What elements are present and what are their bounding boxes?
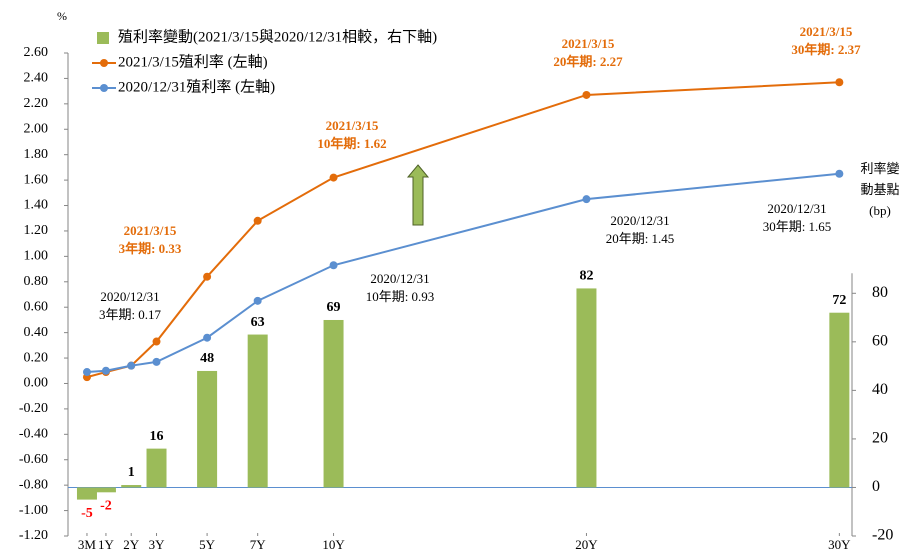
annotation: 2020/12/31 [370, 271, 429, 286]
left-unit: % [57, 9, 67, 23]
marker [101, 366, 110, 375]
bar-label: 1 [128, 465, 135, 480]
marker [253, 216, 262, 225]
annotation: 20年期: 2.27 [553, 54, 623, 69]
y-tick-label: -1.00 [19, 503, 48, 518]
x-tick-label: 30Y [828, 537, 851, 552]
annotation: 2020/12/31 [610, 213, 669, 228]
marker [82, 368, 91, 377]
annotation: 3年期: 0.33 [119, 241, 182, 256]
y-tick-label: 0.00 [24, 376, 49, 391]
legend-label: 2021/3/15殖利率 (左軸) [118, 53, 268, 70]
y2-tick-label: 60 [872, 333, 888, 350]
x-tick-label: 20Y [575, 537, 598, 552]
bar-label: 48 [200, 351, 214, 366]
annotation: 2020/12/31 [100, 289, 159, 304]
bar-label: 69 [327, 300, 341, 315]
x-tick-label: 7Y [250, 537, 267, 552]
bar-label: -2 [100, 499, 112, 514]
annotation: 20年期: 1.45 [606, 231, 675, 246]
marker [203, 333, 212, 342]
y-tick-label: 1.00 [24, 249, 49, 264]
y2-tick-label: 80 [872, 284, 888, 301]
marker [127, 361, 136, 370]
marker [152, 357, 161, 366]
y-tick-label: 2.20 [24, 96, 49, 111]
x-tick-label: 2Y [123, 537, 140, 552]
annotation: 30年期: 1.65 [763, 219, 832, 234]
bar-label: 72 [832, 293, 846, 308]
marker [835, 78, 844, 87]
marker [203, 272, 212, 281]
y-tick-label: -1.20 [19, 528, 48, 543]
bar [95, 487, 116, 493]
y-tick-label: 1.60 [24, 172, 49, 187]
y-tick-label: 2.60 [24, 45, 49, 60]
y-tick-label: 0.20 [24, 350, 49, 365]
bar [323, 319, 344, 488]
bar-label: 63 [251, 315, 265, 330]
bar [576, 288, 597, 488]
marker [582, 90, 591, 99]
y-tick-label: 0.60 [24, 299, 49, 314]
bar [121, 485, 142, 488]
x-tick-label: 5Y [199, 537, 216, 552]
x-tick-label: 10Y [322, 537, 345, 552]
annotation: 2021/3/15 [800, 24, 853, 39]
marker [329, 173, 338, 182]
y-tick-label: 1.20 [24, 223, 49, 238]
y-tick-label: 0.40 [24, 325, 49, 340]
bar [76, 487, 97, 500]
y-tick-label: 1.40 [24, 198, 49, 213]
y2-tick-label: 0 [872, 478, 880, 495]
y-tick-label: 1.80 [24, 147, 49, 162]
marker [329, 261, 338, 270]
legend-swatch [100, 59, 108, 67]
bar [197, 370, 218, 488]
annotation: 3年期: 0.17 [99, 307, 162, 322]
y2-tick-label: 40 [872, 381, 888, 398]
x-tick-label: 3M [78, 537, 97, 552]
y2-tick-label: -20 [872, 527, 893, 544]
y2-tick-label: 20 [872, 430, 888, 447]
bar [247, 334, 268, 488]
annotation: 2021/3/15 [124, 223, 177, 238]
x-tick-label: 3Y [149, 537, 166, 552]
y-tick-label: -0.80 [19, 477, 48, 492]
legend-label: 2020/12/31殖利率 (左軸) [118, 78, 275, 95]
marker [253, 296, 262, 305]
marker [152, 337, 161, 346]
bar-label: 16 [150, 429, 164, 444]
legend-swatch [97, 32, 109, 44]
bar-label: -5 [81, 506, 93, 521]
marker [835, 169, 844, 178]
right-axis-title: 利率變 [860, 161, 899, 176]
y-tick-label: -0.20 [19, 401, 48, 416]
right-axis-title: 動基點 [860, 182, 899, 197]
y-tick-label: 0.80 [24, 274, 49, 289]
annotation: 2021/3/15 [562, 36, 615, 51]
right-axis-title: (bp) [869, 203, 891, 218]
legend-swatch [100, 84, 108, 92]
annotation: 2020/12/31 [767, 201, 826, 216]
bar-label: 82 [579, 269, 593, 284]
y-tick-label: -0.40 [19, 427, 48, 442]
marker [582, 195, 591, 204]
up-arrow [406, 164, 430, 226]
annotation: 10年期: 0.93 [366, 289, 435, 304]
x-tick-label: 1Y [98, 537, 115, 552]
bar [146, 448, 167, 488]
legend-label: 殖利率變動(2021/3/15與2020/12/31相較，右下軸) [118, 27, 437, 45]
annotation: 2021/3/15 [326, 118, 379, 133]
annotation: 30年期: 2.37 [791, 42, 861, 57]
y-tick-label: 2.40 [24, 71, 49, 86]
y-tick-label: -0.60 [19, 452, 48, 467]
annotation: 10年期: 1.62 [317, 136, 386, 151]
y-tick-label: 2.00 [24, 121, 49, 136]
bar [829, 312, 850, 488]
